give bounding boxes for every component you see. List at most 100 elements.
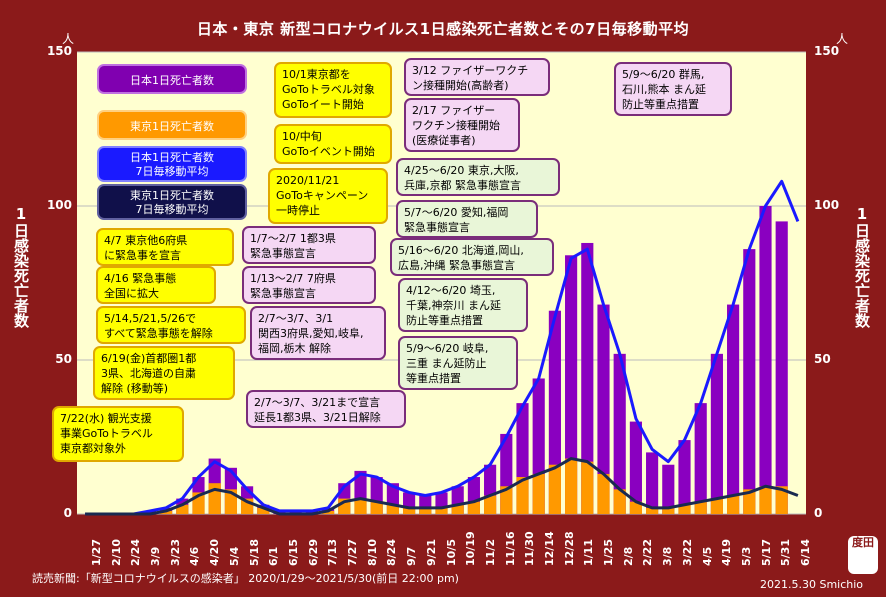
japan-daily-bar xyxy=(289,510,302,514)
footer-credit: 2021.5.30 Smichio xyxy=(760,578,864,591)
x-tick-label: 5/18 xyxy=(247,539,261,566)
left-y-tick-label: 50 xyxy=(55,352,72,366)
x-tick-label: 2/8 xyxy=(621,546,635,566)
annotation-gotoevent: 10/中旬 GoToイベント開始 xyxy=(274,124,392,164)
x-tick-label: 3/23 xyxy=(168,539,182,566)
x-tick-label: 2/10 xyxy=(109,539,123,566)
left-axis-title: 1日感染死亡者数 xyxy=(12,205,30,328)
left-y-tick-label: 150 xyxy=(46,44,72,58)
x-tick-label: 1/27 xyxy=(90,539,103,566)
annotation-apr12-priority: 4/12〜6/20 埼玉, 千葉,神奈川 まん延 防止等重点措置 xyxy=(398,278,528,332)
annotation-feb7-extension: 2/7〜3/7、3/21まで宣言 延長1都3県、3/21日解除 xyxy=(246,390,406,428)
left-unit-label: 人 xyxy=(62,32,75,46)
tokyo-daily-bar xyxy=(775,486,788,514)
tokyo-daily-bar xyxy=(662,507,675,514)
annotation-july22-gototravel: 7/22(水) 観光支援 事業GoToトラベル 東京都対象外 xyxy=(52,406,184,462)
annotation-apr25-emergency: 4/25〜6/20 東京,大阪, 兵庫,京都 緊急事態宣言 xyxy=(396,158,560,196)
x-tick-label: 12/28 xyxy=(562,531,576,566)
x-tick-label: 11/30 xyxy=(523,531,537,566)
tokyo-daily-bar xyxy=(743,489,756,514)
japan-daily-bar xyxy=(613,353,626,514)
tokyo-ma-line xyxy=(85,457,799,516)
x-tick-label: 6/29 xyxy=(306,539,320,566)
japan-daily-bar xyxy=(548,310,561,514)
x-tick-label: 10/5 xyxy=(444,539,458,566)
annotation-gotocampaign-pause: 2020/11/21 GoToキャンペーン 一時停止 xyxy=(268,168,388,224)
japan-daily-bar xyxy=(646,452,659,514)
annotation-emergency-nationwide: 4/16 緊急事態 全国に拡大 xyxy=(96,266,216,304)
x-tick-label: 4/5 xyxy=(700,546,714,566)
tokyo-daily-bar xyxy=(435,507,448,514)
legend-japan-ma: 日本1日死亡者数 7日毎移動平均 xyxy=(97,146,247,182)
japan-daily-bar xyxy=(678,440,691,514)
annotation-may7-emergency: 5/7〜6/20 愛知,福岡 緊急事態宣言 xyxy=(396,200,538,238)
tokyo-daily-bar xyxy=(451,504,464,514)
x-tick-label: 5/31 xyxy=(779,539,793,566)
japan-daily-bar xyxy=(305,510,318,514)
tokyo-daily-bar xyxy=(613,489,626,514)
tokyo-daily-bar xyxy=(370,501,383,514)
tokyo-daily-bar xyxy=(532,473,545,514)
x-tick-label: 9/7 xyxy=(405,546,419,566)
x-tick-label: 5/17 xyxy=(759,539,773,566)
x-tick-label: 3/9 xyxy=(149,546,163,566)
x-tick-label: 3/22 xyxy=(680,539,694,566)
tokyo-daily-bar xyxy=(581,461,594,514)
annotation-jan7-emergency: 1/7〜2/7 1都3県 緊急事態宣言 xyxy=(242,226,376,264)
x-tick-label: 6/1 xyxy=(267,546,281,566)
x-tick-label: 5/3 xyxy=(739,546,753,566)
x-tick-label: 12/14 xyxy=(542,531,556,566)
japan-ma-line xyxy=(85,179,800,516)
japan-daily-bar xyxy=(743,249,756,514)
tokyo-daily-bar xyxy=(597,473,610,514)
tokyo-daily-bar xyxy=(678,504,691,514)
japan-daily-bar xyxy=(710,353,723,514)
tokyo-daily-bar xyxy=(516,477,529,514)
x-tick-label: 11/2 xyxy=(483,539,497,566)
tokyo-daily-bar xyxy=(257,507,270,514)
tokyo-daily-bar xyxy=(484,495,497,514)
right-axis-title: 1日感染死亡者数 xyxy=(853,205,871,328)
tokyo-daily-bar xyxy=(629,501,642,514)
japan-daily-bar xyxy=(565,255,578,514)
japan-daily-bar xyxy=(143,510,156,514)
x-tick-label: 3/8 xyxy=(661,546,675,566)
tokyo-daily-bar xyxy=(403,507,416,514)
left-y-tick-label: 0 xyxy=(63,506,72,520)
japan-daily-bar xyxy=(727,304,740,514)
right-y-tick-label: 150 xyxy=(814,44,840,58)
x-tick-label: 2/24 xyxy=(129,539,143,566)
japan-daily-bar xyxy=(759,206,772,514)
x-tick-label: 5/4 xyxy=(227,546,241,566)
annotation-june19-lift: 6/19(金)首都圏1都 3県、北海道の自粛 解除 (移動等) xyxy=(93,346,235,400)
x-tick-label: 4/6 xyxy=(188,546,202,566)
tokyo-daily-bar xyxy=(160,510,173,514)
legend-tokyo-daily: 東京1日死亡者数 xyxy=(97,110,247,140)
x-tick-label: 7/13 xyxy=(326,539,340,566)
chart-title: 日本・東京 新型コロナウイルス1日感染死亡者数とその7日毎移動平均 xyxy=(196,20,690,38)
legend-tokyo-ma: 東京1日死亡者数 7日毎移動平均 xyxy=(97,184,247,220)
annotation-may16-emergency: 5/16〜6/20 北海道,岡山, 広島,沖縄 緊急事態宣言 xyxy=(390,238,554,276)
tokyo-daily-bar xyxy=(208,483,221,514)
tokyo-daily-bar xyxy=(322,510,335,514)
x-tick-label: 6/14 xyxy=(799,539,812,566)
tokyo-daily-bar xyxy=(646,507,659,514)
tokyo-daily-bar xyxy=(694,501,707,514)
x-tick-label: 6/15 xyxy=(286,539,300,566)
x-tick-label: 7/27 xyxy=(346,539,360,566)
x-tick-label: 8/10 xyxy=(365,539,379,566)
japan-daily-bar xyxy=(662,464,675,514)
x-tick-label: 4/20 xyxy=(208,539,222,566)
annotation-may9-gunma: 5/9〜6/20 群馬, 石川,熊本 まん延 防止等重点措置 xyxy=(614,62,732,116)
tokyo-daily-bar xyxy=(419,507,432,514)
tokyo-daily-bar xyxy=(354,498,367,514)
legend-japan-daily: 日本1日死亡者数 xyxy=(97,64,247,94)
x-tick-label: 9/21 xyxy=(424,539,438,566)
x-tick-label: 4/19 xyxy=(720,539,734,566)
annotation-feb7-kansai-lift: 2/7〜3/7、3/1 関西3府県,愛知,岐阜, 福岡,栃木 解除 xyxy=(250,306,386,360)
x-tick-label: 1/25 xyxy=(602,539,616,566)
japan-daily-bar xyxy=(581,242,594,514)
japan-daily-bar xyxy=(694,403,707,514)
annotation-gototravel-tokyo: 10/1東京都を GoToトラベル対象 GoToイート開始 xyxy=(274,62,392,118)
annotation-vaccine-elderly: 3/12 ファイザーワクチ ン接種開始(高齢者) xyxy=(404,58,550,96)
